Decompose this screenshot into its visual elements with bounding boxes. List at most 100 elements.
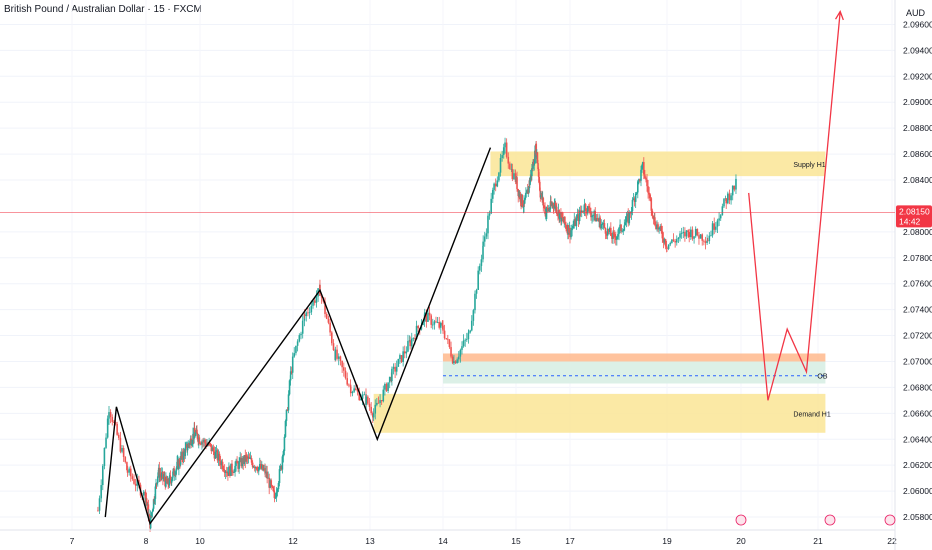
candle-body [499,158,502,173]
candle-body [409,340,411,347]
candle-body [361,394,364,399]
candle-body [349,386,352,394]
candle-body [533,163,536,166]
candle-body [336,349,338,359]
candle-body [174,475,177,477]
candle-body [243,455,246,464]
y-tick-label: 2.09400 [903,45,932,55]
x-tick-label: 15 [511,536,521,546]
candle-body [332,343,335,351]
candle-body [262,464,264,471]
candle-body [713,223,716,230]
candle-body [435,321,437,323]
y-tick-label: 2.07400 [903,305,932,315]
candle-body [334,349,337,360]
candle-body [531,168,533,177]
candle-body [699,234,702,239]
candle-body [682,231,685,234]
candle-body [370,406,372,414]
candle-body [267,477,269,479]
candle-body [182,451,185,460]
candle-body [300,333,302,336]
candle-body [221,461,224,470]
candle-body [374,404,377,414]
candle-body [291,356,294,373]
candle-body [397,358,400,367]
y-tick-label: 2.07200 [903,331,932,341]
candle-body [514,173,517,183]
candle-body [607,228,610,232]
x-tick-label: 14 [438,536,448,546]
candle-body [561,213,563,218]
candle-body [480,259,483,266]
candle-body [588,206,590,208]
candle-body [470,320,473,331]
candle-body [627,214,629,224]
candle-body [661,231,664,239]
candle-body [456,359,458,364]
candle-body [619,224,621,228]
candle-body [580,210,583,213]
candle-body [105,437,107,448]
candle-body [541,193,543,201]
candle-body [162,471,164,479]
candle-body [505,142,508,157]
candle-body [181,452,184,459]
candle-body [543,205,546,207]
candle-body [128,468,130,473]
currency-label[interactable]: AUD [906,8,926,18]
candle-body [97,510,99,512]
candle-body [488,213,491,216]
candle-body [525,191,528,193]
candle-body [108,412,110,419]
candle-body [575,218,578,226]
y-tick-label: 2.06400 [903,434,932,444]
candle-body [511,169,514,180]
symbol-title[interactable]: British Pound / Australian Dollar · 15 ·… [4,4,202,15]
candle-body [412,337,415,339]
y-tick-label: 2.05800 [903,512,932,522]
candle-body [325,314,328,319]
candle-body [618,227,620,235]
candle-body [298,335,301,342]
candle-body [341,360,343,368]
candle-body [382,389,385,402]
candle-body [183,451,185,453]
zones: Supply H1 OB Demand H1 [373,151,831,433]
candle-body [715,226,717,230]
candle-body [217,453,220,461]
candle-body [711,223,714,236]
candle-body [280,465,283,470]
y-tick-label: 2.06200 [903,460,932,470]
candle-body [428,312,431,316]
candle-body [477,270,479,290]
candle-body [554,203,557,210]
candle-body [562,217,564,221]
candle-body [269,480,272,488]
candle-body [593,211,595,216]
candle-body [391,368,393,381]
candle-body [527,187,530,194]
candle-body [388,376,391,383]
candle-body [522,206,525,208]
candle-body [256,469,259,472]
candle-body [546,207,549,209]
candle-body [146,501,148,506]
candle-body [579,210,582,213]
candle-body [461,346,463,350]
candle-body [290,371,293,373]
candle-body [542,197,545,206]
candle-body [407,341,409,352]
candle-body [696,228,699,236]
candle-body [247,457,250,459]
candle-body [691,229,694,239]
candle-body [708,235,711,241]
candle-body [555,206,558,214]
candle-body [203,440,205,442]
candle-body [242,458,245,464]
candle-body [660,226,663,232]
candle-body [617,234,619,237]
candle-body [577,214,580,222]
candle-body [109,412,112,417]
